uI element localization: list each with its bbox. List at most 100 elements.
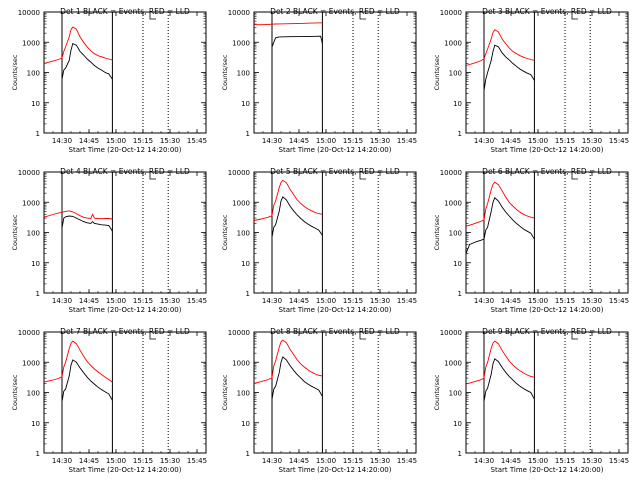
- legend-marker: [571, 173, 578, 180]
- x-tick-label: 15:30: [582, 137, 602, 145]
- y-axis-label: Counts/sec: [433, 214, 441, 250]
- x-tick-label: 14:30: [474, 297, 494, 305]
- y-tick-label: 1000: [22, 199, 40, 207]
- x-tick-label: 15:45: [397, 137, 417, 145]
- y-tick-label: 10000: [228, 169, 250, 177]
- legend-marker: [149, 13, 156, 20]
- plot-frame: [465, 171, 629, 294]
- series-events-line: [483, 358, 535, 402]
- y-tick-label: 10: [453, 420, 462, 428]
- series-events-line: [465, 197, 535, 254]
- x-tick-label: 14:45: [79, 137, 99, 145]
- series-lld-line: [465, 181, 535, 227]
- x-tick-label: 15:45: [609, 297, 629, 305]
- y-tick-label: 10: [453, 260, 462, 268]
- x-tick-label: 14:30: [52, 297, 72, 305]
- y-tick-label: 1: [246, 450, 250, 458]
- y-axis-label: Counts/sec: [221, 54, 229, 90]
- legend-marker: [359, 333, 366, 340]
- y-tick-label: 1000: [232, 359, 250, 367]
- x-tick-label: 15:15: [133, 297, 153, 305]
- panel-det-1: 1 10 100 1000 10000 14:30 14:45 15:00 15:15 15:30…: [11, 7, 207, 154]
- x-tick-label: 14:30: [474, 137, 494, 145]
- x-tick-label: 15:30: [370, 457, 390, 465]
- x-axis-label: Start Time (20-Oct-12 14:20:00): [69, 306, 182, 314]
- y-tick-label: 1000: [444, 39, 462, 47]
- series-events-line: [271, 356, 323, 400]
- y-axis-label: Counts/sec: [433, 374, 441, 410]
- x-tick-label: 15:30: [370, 297, 390, 305]
- y-tick-label: 1: [458, 450, 462, 458]
- x-tick-label: 15:00: [106, 297, 126, 305]
- x-tick-label: 15:00: [316, 137, 336, 145]
- x-tick-label: 14:45: [501, 457, 521, 465]
- series-lld-line: [253, 339, 323, 384]
- panel-det-8: 1 10 100 1000 10000 14:30 14:45 15:00 15:15 15:30…: [221, 327, 417, 474]
- x-tick-label: 14:30: [262, 297, 282, 305]
- x-axis-label: Start Time (20-Oct-12 14:20:00): [279, 466, 392, 474]
- x-tick-label: 14:45: [289, 457, 309, 465]
- panel-det-5: 1 10 100 1000 10000 14:30 14:45 15:00 15:15 15:30…: [221, 167, 417, 314]
- x-tick-label: 15:00: [106, 137, 126, 145]
- x-axis-label: Start Time (20-Oct-12 14:20:00): [69, 466, 182, 474]
- x-axis-label: Start Time (20-Oct-12 14:20:00): [279, 146, 392, 154]
- y-tick-label: 10000: [18, 9, 40, 17]
- x-tick-label: 15:45: [609, 137, 629, 145]
- x-tick-label: 15:15: [555, 137, 575, 145]
- y-axis-label: Counts/sec: [11, 374, 19, 410]
- y-tick-label: 10: [241, 100, 250, 108]
- x-tick-label: 15:30: [160, 297, 180, 305]
- panel-det-7: 1 10 100 1000 10000 14:30 14:45 15:00 15:15 15:30…: [11, 327, 207, 474]
- x-tick-label: 14:30: [52, 137, 72, 145]
- panel-title: Det 3 BLACK = Events, RED = LLD: [482, 7, 612, 16]
- series-events-line: [61, 42, 113, 80]
- series-lld-line: [254, 22, 323, 26]
- panel-det-9: 1 10 100 1000 10000 14:30 14:45 15:00 15:15 15:30…: [433, 327, 629, 474]
- x-tick-label: 15:15: [555, 297, 575, 305]
- plot-frame: [43, 331, 207, 454]
- x-tick-label: 15:15: [343, 457, 363, 465]
- y-tick-label: 10000: [228, 329, 250, 337]
- panel-title: Det 4 BLACK = Events, RED = LLD: [60, 167, 190, 176]
- panel-det-6: 1 10 100 1000 10000 14:30 14:45 15:00 15:15 15:30…: [433, 167, 629, 314]
- legend-marker: [359, 173, 366, 180]
- y-tick-label: 1000: [22, 359, 40, 367]
- x-tick-label: 15:30: [370, 137, 390, 145]
- panel-det-3: 1 10 100 1000 10000 14:30 14:45 15:00 15:15 15:30…: [433, 7, 629, 154]
- x-tick-label: 15:30: [160, 457, 180, 465]
- series-lld-line: [43, 210, 113, 220]
- panel-title: Det 6 BLACK = Events, RED = LLD: [482, 167, 612, 176]
- y-axis-label: Counts/sec: [221, 214, 229, 250]
- x-tick-label: 14:30: [262, 137, 282, 145]
- legend-marker: [571, 333, 578, 340]
- y-tick-label: 10000: [440, 329, 462, 337]
- x-tick-label: 15:45: [187, 137, 207, 145]
- x-tick-label: 14:30: [262, 457, 282, 465]
- panel-det-2: 1 10 100 1000 10000 14:30 14:45 15:00 15:15 15:30…: [221, 7, 417, 154]
- y-axis-label: Counts/sec: [11, 54, 19, 90]
- x-tick-label: 14:45: [501, 137, 521, 145]
- series-lld-line: [465, 29, 535, 66]
- y-tick-label: 10: [453, 100, 462, 108]
- y-tick-label: 1: [458, 290, 462, 298]
- x-tick-label: 14:45: [79, 297, 99, 305]
- panel-title: Det 5 BLACK = Events, RED = LLD: [270, 167, 400, 176]
- x-tick-label: 15:00: [106, 457, 126, 465]
- x-tick-label: 15:15: [133, 457, 153, 465]
- y-tick-label: 100: [449, 390, 462, 398]
- y-tick-label: 1000: [444, 199, 462, 207]
- plot-frame: [253, 11, 417, 134]
- x-tick-label: 14:45: [289, 137, 309, 145]
- y-tick-label: 1000: [444, 359, 462, 367]
- panel-title: Det 8 BLACK = Events, RED = LLD: [270, 327, 400, 336]
- y-tick-label: 1: [246, 130, 250, 138]
- series-events-line: [61, 215, 113, 232]
- series-lld-line: [465, 340, 535, 385]
- x-tick-label: 14:45: [79, 457, 99, 465]
- plot-frame: [465, 11, 629, 134]
- x-tick-label: 15:45: [609, 457, 629, 465]
- y-tick-label: 1: [36, 130, 40, 138]
- panel-det-4: 1 10 100 1000 10000 14:30 14:45 15:00 15:15 15:30…: [11, 167, 207, 314]
- y-tick-label: 10: [31, 100, 40, 108]
